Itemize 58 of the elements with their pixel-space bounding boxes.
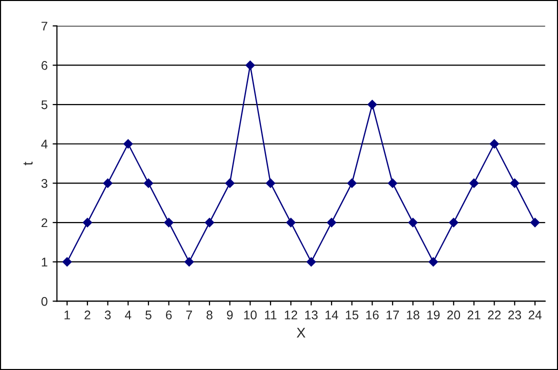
x-tick-label: 17 [386, 310, 399, 320]
point [123, 139, 133, 148]
x-tick-label: 21 [468, 310, 480, 320]
point [266, 178, 276, 188]
point [144, 178, 154, 188]
x-tick-label: 20 [447, 310, 460, 320]
point [286, 218, 296, 228]
y-axis-title: t [24, 162, 33, 166]
x-axis-title: X [296, 328, 306, 338]
y-tick-label: 3 [41, 179, 48, 188]
x-tick-label: 24 [528, 310, 542, 320]
x-tick-label: 9 [226, 310, 233, 320]
x-tick-label: 18 [406, 310, 420, 320]
x-tick-label: 12 [284, 310, 298, 320]
x-tick-label: 6 [166, 310, 172, 320]
point [428, 257, 438, 266]
x-tick-label: 3 [104, 310, 111, 320]
point [62, 257, 72, 266]
x-tick-label: 7 [186, 310, 192, 320]
x-tick-label: 10 [244, 310, 257, 320]
point [388, 178, 398, 188]
point [225, 178, 234, 188]
point [103, 178, 112, 188]
x-tick-label: 23 [508, 310, 522, 320]
point [490, 139, 499, 148]
point [448, 218, 458, 228]
point [164, 218, 174, 228]
point [184, 257, 194, 266]
x-tick-label: 14 [326, 310, 338, 320]
y-tick-label: 1 [42, 258, 48, 266]
x-tick-label: 22 [488, 310, 501, 320]
y-tick-label: 0 [41, 296, 48, 306]
y-tick-label: 4 [41, 140, 48, 148]
y-tick-label: 5 [41, 100, 48, 110]
x-tick-label: 8 [206, 310, 212, 320]
point [246, 60, 255, 70]
point [469, 178, 479, 188]
point [368, 100, 377, 110]
y-tick-label: 6 [42, 61, 48, 70]
point [82, 218, 92, 228]
point [204, 218, 214, 228]
x-tick-label: 1 [64, 310, 70, 320]
y-tick-label: 2 [42, 218, 48, 228]
x-tick-label: 4 [124, 310, 132, 320]
x-tick-label: 5 [145, 310, 152, 320]
point [306, 257, 316, 266]
point [510, 178, 520, 188]
x-tick-label: 2 [84, 310, 90, 320]
x-tick-label: 13 [305, 310, 318, 320]
point [408, 218, 418, 228]
point [326, 218, 336, 228]
x-tick-label: 16 [366, 310, 379, 320]
x-tick-label: 15 [346, 310, 358, 320]
point [530, 218, 540, 228]
point [347, 178, 357, 188]
y-tick-label: 7 [42, 22, 48, 30]
x-tick-label: 11 [264, 310, 276, 320]
x-tick-label: 19 [427, 310, 440, 320]
